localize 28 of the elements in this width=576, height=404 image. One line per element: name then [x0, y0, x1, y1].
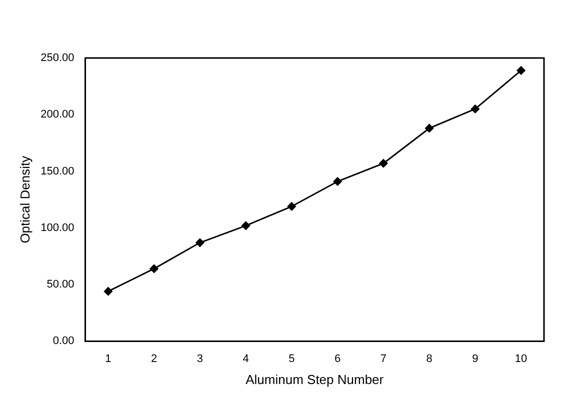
x-tick-label: 7	[380, 352, 386, 365]
x-tick-label: 1	[105, 352, 112, 365]
x-axis-title: Aluminum Step Number	[246, 372, 384, 387]
y-tick-label: 0.00	[52, 335, 74, 348]
x-tick-label: 3	[196, 352, 203, 365]
y-tick-label: 250.00	[40, 52, 74, 64]
point	[333, 177, 342, 186]
point	[196, 238, 204, 247]
y-tick-label: 200.00	[40, 108, 74, 121]
x-tick-label: 10	[514, 352, 528, 365]
x-tick-label: 8	[426, 352, 432, 365]
x-tick-label: 9	[472, 352, 478, 365]
point	[516, 66, 526, 75]
point	[379, 159, 388, 168]
y-tick-label: 150.00	[40, 165, 74, 178]
y-tick-label: 50.00	[46, 278, 74, 291]
y-axis-title: Optical Density	[17, 155, 32, 244]
x-tick-label: 5	[288, 352, 295, 365]
point	[425, 124, 434, 132]
x-tick-label: 6	[334, 352, 341, 365]
point	[150, 264, 158, 273]
point	[287, 202, 296, 211]
x-tick-label: 4	[242, 352, 249, 365]
x-tick-label: 2	[150, 352, 158, 365]
y-tick-label: 100.00	[40, 222, 74, 234]
point	[470, 104, 480, 114]
point	[242, 221, 250, 230]
point	[104, 287, 112, 296]
